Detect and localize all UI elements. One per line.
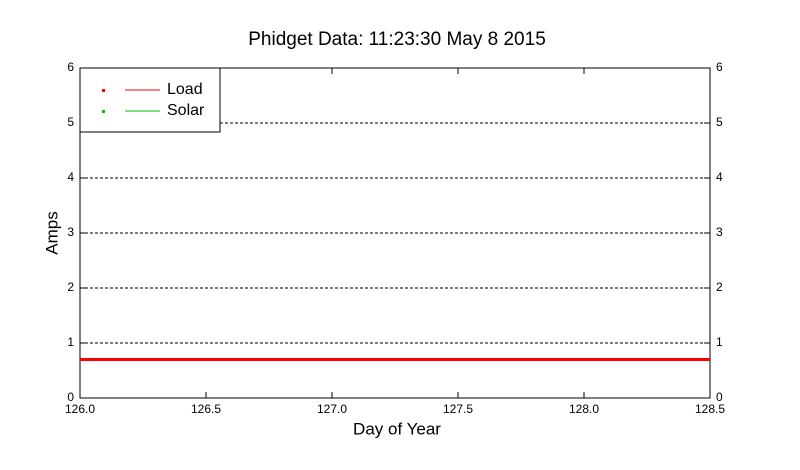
legend-box (79, 67, 221, 133)
y2-tick-label: 6 (716, 60, 723, 74)
y2-tick-label: 3 (716, 225, 723, 239)
legend-label: Solar (167, 102, 205, 119)
y-axis-label: Amps (42, 211, 61, 254)
chart-title: Phidget Data: 11:23:30 May 8 2015 (248, 29, 546, 50)
x-tick-label: 128.5 (695, 402, 725, 416)
y2-tick-label: 1 (716, 335, 723, 349)
plot-frame (79, 67, 711, 399)
legend-dot (102, 89, 105, 92)
y-tick-label: 6 (67, 60, 74, 74)
x-tick-label: 127.5 (443, 402, 473, 416)
x-tick-label: 126.5 (191, 402, 221, 416)
y2-tick-label: 0 (716, 390, 723, 404)
y-tick-label: 4 (67, 170, 74, 184)
x-tick-label: 128.0 (569, 402, 599, 416)
y-tick-label: 1 (67, 335, 74, 349)
y2-tick-label: 4 (716, 170, 723, 184)
y-tick-label: 5 (67, 115, 74, 129)
x-tick-label: 127.0 (317, 402, 347, 416)
legend-dot (102, 110, 105, 113)
y2-tick-label: 2 (716, 280, 723, 294)
y-tick-label: 0 (67, 390, 74, 404)
legend-label: Load (167, 81, 203, 98)
y-tick-label: 2 (67, 280, 74, 294)
x-axis-label: Day of Year (353, 419, 441, 438)
y2-tick-label: 5 (716, 115, 723, 129)
y-tick-label: 3 (67, 225, 74, 239)
x-tick-label: 126.0 (65, 402, 95, 416)
